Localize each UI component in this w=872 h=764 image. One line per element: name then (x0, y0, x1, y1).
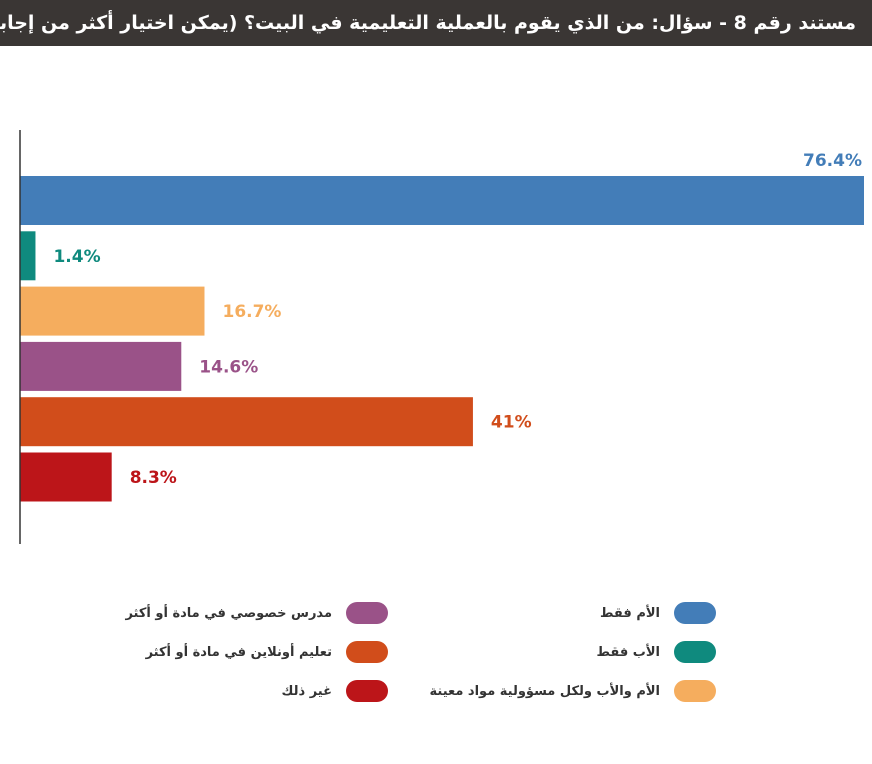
legend-label: الأم والأب ولكل مسؤولية مواد معينة (429, 683, 661, 699)
legend-swatch (346, 602, 388, 624)
legend-label: الأب فقط (596, 644, 660, 660)
legend-item-private-tutor: مدرس خصوصي في مادة أو أكثر (125, 600, 388, 626)
legend-item-other: غير ذلك (282, 678, 388, 704)
bar-value-label: 16.7% (222, 302, 281, 322)
legend: الأم فقط الأب فقط الأم والأب ولكل مسؤولي… (0, 590, 872, 720)
chart-header: مستند رقم 8 - سؤال: من الذي يقوم بالعملي… (0, 0, 872, 46)
legend-swatch (674, 641, 716, 663)
bar-chart: 76.4% 1.4% 16.7% 14.6% 41% 8.3% (19, 130, 864, 544)
bar-2 (20, 231, 36, 281)
bar-5 (20, 397, 473, 447)
legend-label: غير ذلك (281, 683, 332, 699)
bar-4 (20, 341, 182, 391)
bar-value-label: 41% (491, 413, 532, 433)
bar-value-label: 14.6% (199, 357, 258, 377)
legend-item-father-only: الأب فقط (596, 639, 716, 665)
legend-label: مدرس خصوصي في مادة أو أكثر (125, 605, 332, 621)
legend-label: تعليم أونلاين في مادة أو أكثر (145, 644, 332, 660)
bar-3 (20, 286, 205, 336)
bar-value-label: 76.4% (803, 151, 862, 171)
legend-swatch (346, 641, 388, 663)
bar-value-label: 8.3% (130, 468, 177, 488)
legend-item-both-parents: الأم والأب ولكل مسؤولية مواد معينة (429, 678, 716, 704)
legend-item-mother-only: الأم فقط (600, 600, 716, 626)
bar-1 (20, 176, 864, 225)
chart-title: مستند رقم 8 - سؤال: من الذي يقوم بالعملي… (0, 12, 856, 34)
legend-swatch (346, 680, 388, 702)
legend-swatch (674, 602, 716, 624)
bar-value-label: 1.4% (53, 247, 100, 267)
legend-swatch (674, 680, 716, 702)
legend-label: الأم فقط (600, 605, 660, 621)
bar-6 (20, 452, 112, 502)
legend-item-online-learning: تعليم أونلاين في مادة أو أكثر (146, 639, 388, 665)
